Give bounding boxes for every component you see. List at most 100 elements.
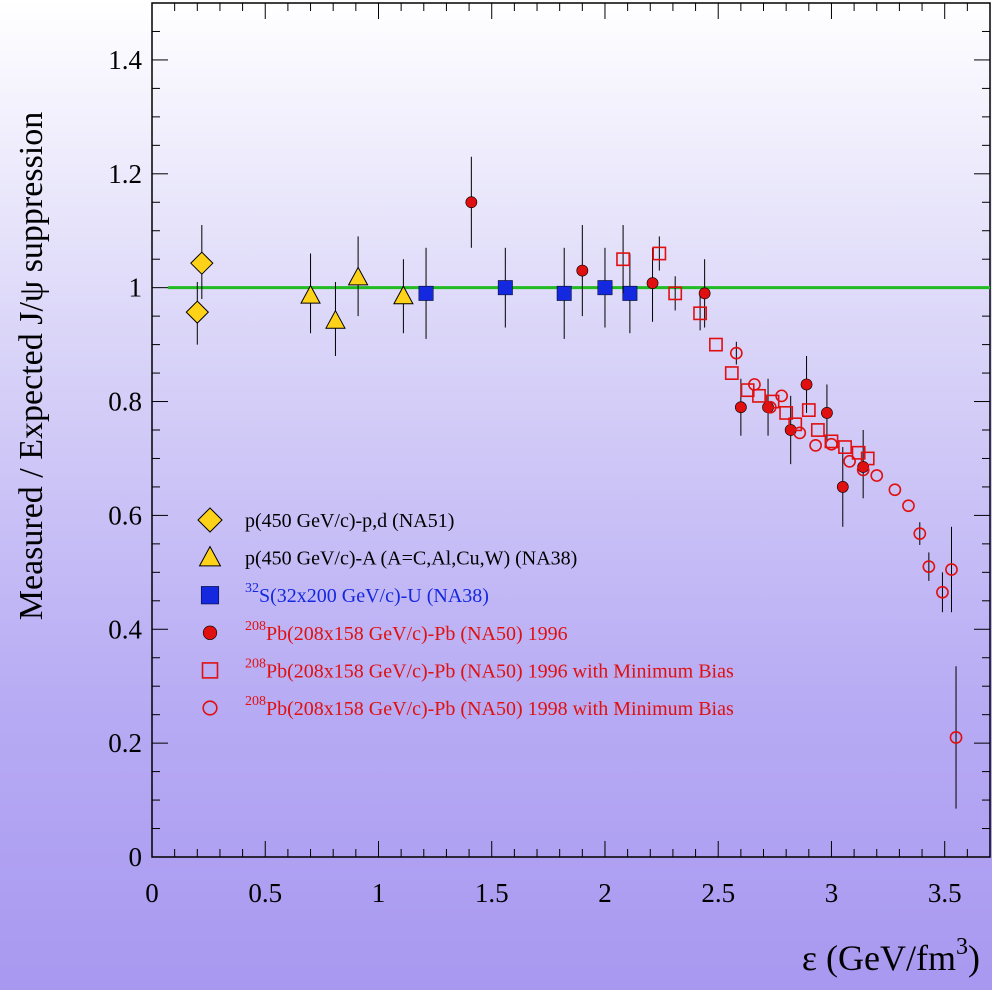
legend-label: p(450 GeV/c)-A (A=C,Al,Cu,W) (NA38) [245,548,577,570]
series-1 [300,236,414,356]
data-point [765,394,780,409]
data-point [465,196,478,209]
data-point [652,246,667,261]
data-point [325,309,346,329]
x-tick-label: 1 [372,878,386,908]
legend: p(450 GeV/c)-p,d (NA51) p(450 GeV/c)-A (A… [197,507,734,720]
legend-label-text: Pb(208x158 GeV/c)-Pb (NA50) 1996 [266,623,568,645]
x-tick-label: 2.5 [701,878,735,908]
data-points [185,156,963,809]
plot-frame [151,2,991,858]
data-point [622,285,638,301]
data-point [616,252,631,267]
legend-label-text: Pb(208x158 GeV/c)-Pb (NA50) 1998 with Mi… [266,698,734,720]
data-point [913,527,927,540]
data-point [185,300,210,324]
data-point [870,469,884,482]
data-point [800,378,813,391]
data-point [724,366,739,380]
y-tick-label: 0.6 [108,500,142,530]
data-point [810,423,825,437]
data-point [300,284,321,304]
data-point [809,438,822,452]
series-3 [465,156,870,527]
x-axis-label-text: ε (GeV/fm [802,938,956,978]
y-tick-label: 1 [129,273,143,303]
series-5 [729,341,963,809]
legend-marker [202,625,218,640]
series-0 [185,225,214,345]
legend-marker [198,545,222,567]
y-tick-label: 0.4 [108,614,142,644]
data-point [838,440,852,454]
legend-label-sup: 208 [245,694,266,709]
data-point [888,483,902,497]
data-point [821,407,833,419]
legend-marker [202,700,218,716]
data-point [597,280,613,296]
legend-label-sup: 32 [245,581,259,596]
x-tick-label: 1.5 [475,878,509,908]
legend-label-sup: 208 [245,656,266,671]
data-point [793,426,807,440]
data-point [902,499,915,513]
data-point [646,277,659,289]
y-tick-label: 1.2 [108,159,142,189]
data-point [693,306,708,321]
data-point [945,563,958,576]
data-point [418,285,434,301]
data-point [936,585,949,599]
data-point [668,286,683,301]
data-point [556,285,572,301]
data-point [497,280,513,296]
data-point [801,403,816,417]
data-point [856,463,870,477]
axes: 0 0.2 0.4 0.6 0.8 1 1.2 1.4 0 0.5 1 1.5 2 2.5 3 3.5 [108,2,991,908]
data-point [949,731,963,744]
data-point [763,400,777,414]
y-axis-label: Measured / Expected J/ψ suppression [13,112,50,621]
data-point [824,434,839,449]
legend-label: 208Pb(208x158 GeV/c)-Pb (NA50) 1996 with… [245,656,734,682]
legend-label-text: S(32x200 GeV/c)-U (NA38) [259,585,489,607]
y-tick-label: 1.4 [108,45,142,75]
data-point [748,378,761,391]
legend-label-text: Pb(208x158 GeV/c)-Pb (NA50) 1996 with Mi… [266,660,734,682]
legend-label-sup: 208 [245,619,266,634]
data-point [729,346,743,360]
data-point [734,401,747,414]
data-point [775,389,789,403]
data-point [860,451,875,466]
x-tick-label: 3.5 [928,878,962,908]
x-axis-label: ε (GeV/fm3) [802,934,980,978]
data-point [347,266,369,286]
y-tick-label: 0.8 [108,387,142,417]
x-tick-label: 3 [825,878,839,908]
data-point [836,481,849,493]
legend-marker [201,662,219,679]
data-point [922,560,936,574]
legend-label: 32S(32x200 GeV/c)-U (NA38) [245,581,489,607]
x-axis-label-sup: 3 [956,934,968,960]
data-point [576,264,589,277]
legend-label: 208Pb(208x158 GeV/c)-Pb (NA50) 1998 with… [245,694,734,720]
series-4 [616,225,875,466]
data-point [825,437,838,451]
series-2 [418,247,638,339]
data-point [698,287,711,300]
data-point [190,251,214,275]
y-tick-label: 0 [129,842,143,872]
data-point [779,405,794,420]
legend-marker [197,507,223,533]
data-point [709,337,723,352]
data-point [393,285,414,305]
legend-label: 208Pb(208x158 GeV/c)-Pb (NA50) 1996 [245,619,568,645]
data-point [752,388,766,403]
x-tick-label: 0 [145,878,159,908]
x-axis-label-close: ) [968,938,980,978]
data-point [843,454,856,468]
legend-marker [200,586,220,605]
legend-label: p(450 GeV/c)-p,d (NA51) [245,510,454,532]
x-tick-label: 2 [598,878,612,908]
